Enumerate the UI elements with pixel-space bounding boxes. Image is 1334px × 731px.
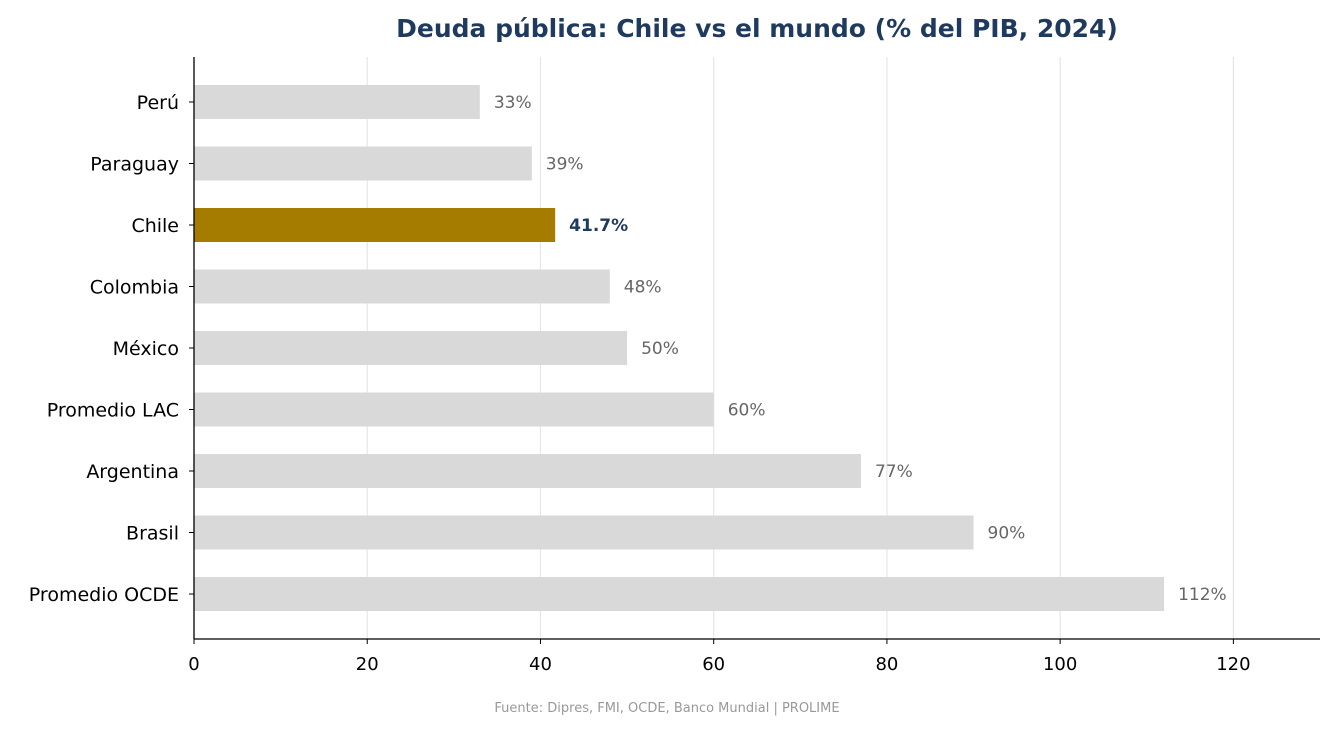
x-tick-label: 40 [529,654,552,675]
value-label: 48% [624,278,662,298]
bar-1 [194,85,480,119]
category-label: Perú [137,92,179,114]
bar-9 [194,577,1165,611]
value-label: 77% [875,462,913,482]
value-label: 60% [728,401,766,421]
category-label: Colombia [90,277,179,299]
x-tick-label: 60 [702,654,725,675]
value-label: 50% [641,339,679,359]
x-tick-label: 0 [188,654,199,675]
bar-5 [194,331,628,365]
category-label: México [113,338,179,360]
bar-6 [194,392,714,427]
x-tick-label: 120 [1216,654,1250,675]
category-label: Chile [131,215,179,237]
value-label: 90% [988,524,1026,544]
source-note: Fuente: Dipres, FMI, OCDE, Banco Mundial… [494,701,839,716]
bar-3 [194,208,556,242]
bar-2 [194,146,532,181]
value-label: 33% [494,93,532,113]
axes [189,57,1320,644]
category-label: Paraguay [90,154,179,176]
category-label: Promedio OCDE [29,584,179,606]
labels: 33% Perú 39% Paraguay 41.7% Chile 48% Colombia 5… [29,92,1251,675]
category-label: Argentina [86,461,179,483]
value-label: 39% [546,155,584,175]
category-label: Promedio LAC [47,400,179,422]
x-tick-label: 80 [875,654,898,675]
value-label: 41.7% [569,216,628,236]
bar-7 [194,454,861,488]
value-label: 112% [1178,585,1227,605]
bar-4 [194,269,610,304]
bars [194,85,1165,611]
bar-8 [194,515,974,550]
x-tick-label: 100 [1043,654,1077,675]
chart-title: Deuda pública: Chile vs el mundo (% del … [396,14,1118,43]
x-tick-label: 20 [356,654,379,675]
category-label: Brasil [126,523,179,545]
